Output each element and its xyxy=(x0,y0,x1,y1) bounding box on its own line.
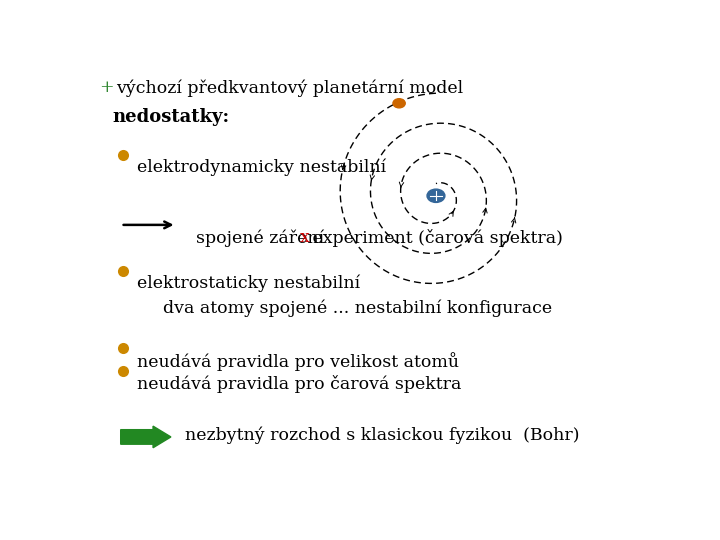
Text: nezbytný rozchod s klasickou fyzikou  (Bohr): nezbytný rozchod s klasickou fyzikou (Bo… xyxy=(185,426,580,444)
Text: x: x xyxy=(300,229,310,246)
Text: spojené záření: spojené záření xyxy=(196,229,330,247)
Text: elektrodynamicky nestabilní: elektrodynamicky nestabilní xyxy=(138,158,387,176)
Text: dva atomy spojené ... nestabilní konfigurace: dva atomy spojené ... nestabilní konfigu… xyxy=(163,300,552,317)
Text: experiment (čarová spektra): experiment (čarová spektra) xyxy=(307,229,563,247)
Text: +: + xyxy=(100,79,120,96)
Text: výchozí předkvantový planetární model: výchozí předkvantový planetární model xyxy=(116,79,463,97)
Text: nedostatky:: nedostatky: xyxy=(112,109,230,126)
Circle shape xyxy=(427,189,445,202)
Text: neudává pravidla pro čarová spektra: neudává pravidla pro čarová spektra xyxy=(138,375,462,393)
Text: elektrostaticky nestabilní: elektrostaticky nestabilní xyxy=(138,275,361,292)
Text: neudává pravidla pro velikost atomů: neudává pravidla pro velikost atomů xyxy=(138,352,459,370)
FancyArrow shape xyxy=(121,426,171,448)
Circle shape xyxy=(393,99,405,108)
